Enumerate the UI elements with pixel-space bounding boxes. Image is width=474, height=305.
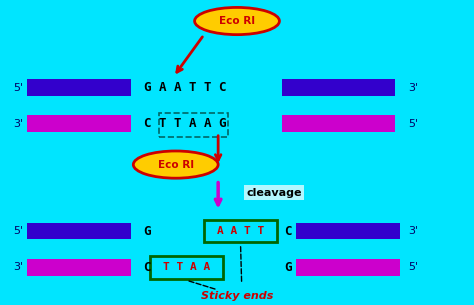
Text: Eco RI: Eco RI xyxy=(219,16,255,26)
Text: 5': 5' xyxy=(409,119,419,129)
Ellipse shape xyxy=(133,151,218,178)
FancyBboxPatch shape xyxy=(27,259,131,276)
Text: G: G xyxy=(143,224,150,238)
Text: C: C xyxy=(284,224,292,238)
Text: 3': 3' xyxy=(13,262,23,272)
Text: Eco RI: Eco RI xyxy=(158,160,194,170)
FancyBboxPatch shape xyxy=(204,220,277,242)
Text: A A T T: A A T T xyxy=(217,226,264,236)
FancyBboxPatch shape xyxy=(27,79,131,96)
Text: 5': 5' xyxy=(13,226,23,236)
Ellipse shape xyxy=(195,7,279,35)
Text: G: G xyxy=(284,261,292,274)
Text: 3': 3' xyxy=(409,226,419,236)
Text: cleavage: cleavage xyxy=(246,188,302,198)
FancyBboxPatch shape xyxy=(150,256,223,279)
FancyBboxPatch shape xyxy=(282,116,395,132)
Text: T T A A: T T A A xyxy=(163,262,210,272)
Text: G A A T T C: G A A T T C xyxy=(144,81,226,94)
Text: C T T A A G: C T T A A G xyxy=(144,117,226,130)
Text: 3': 3' xyxy=(13,119,23,129)
FancyBboxPatch shape xyxy=(27,116,131,132)
Text: 5': 5' xyxy=(409,262,419,272)
FancyBboxPatch shape xyxy=(296,259,400,276)
FancyBboxPatch shape xyxy=(27,223,131,239)
Text: 5': 5' xyxy=(13,83,23,92)
Text: Sticky ends: Sticky ends xyxy=(201,291,273,301)
FancyBboxPatch shape xyxy=(282,79,395,96)
FancyBboxPatch shape xyxy=(296,223,400,239)
Text: 3': 3' xyxy=(409,83,419,92)
Text: C: C xyxy=(143,261,150,274)
